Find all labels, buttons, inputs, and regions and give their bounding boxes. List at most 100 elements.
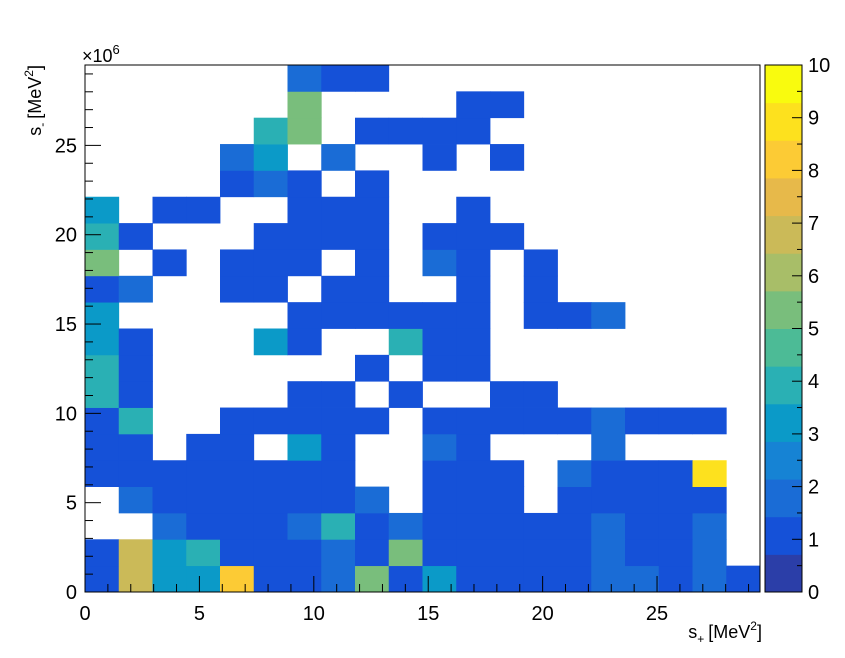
heatmap-cell [490, 407, 525, 435]
heatmap-cell [287, 565, 322, 593]
color-scale-label: 2 [808, 477, 819, 499]
heatmap-cell [422, 512, 457, 540]
heatmap-cell [422, 486, 457, 514]
heatmap-cell [388, 539, 423, 567]
heatmap-cell [85, 407, 120, 435]
heatmap-cell [658, 407, 693, 435]
heatmap-cell [85, 249, 120, 277]
color-scale-label: 1 [808, 529, 819, 551]
heatmap-cell [253, 460, 288, 487]
heatmap-cell [355, 539, 390, 567]
heatmap-cell [355, 65, 390, 92]
heatmap-cell [186, 460, 221, 487]
heatmap-cell [456, 486, 491, 514]
heatmap-cell [220, 433, 255, 461]
heatmap-cell [287, 196, 322, 224]
heatmap-cell [152, 460, 187, 487]
heatmap-cell [456, 275, 491, 303]
heatmap-cell [118, 328, 153, 356]
heatmap-cell [658, 565, 693, 593]
heatmap-cell [253, 539, 288, 567]
heatmap-cell [625, 486, 660, 514]
x-axis-title-sup: 2 [750, 619, 757, 633]
heatmap-cell [422, 539, 457, 567]
x-tick-label: 25 [646, 603, 668, 625]
heatmap-cell [591, 460, 626, 487]
y-axis-title-main: s [25, 127, 45, 136]
heatmap-cell [658, 460, 693, 487]
heatmap-cell [118, 460, 153, 487]
heatmap-cell [152, 539, 187, 567]
x-tick-label: 15 [417, 603, 439, 625]
color-scale-label: 0 [808, 582, 819, 604]
heatmap-cell [422, 144, 457, 171]
heatmap-cell [523, 381, 558, 408]
heatmap-cell [287, 223, 322, 250]
heatmap-cell [388, 302, 423, 329]
color-scale-band [765, 102, 802, 141]
x-axis-title-sub: + [697, 632, 704, 646]
heatmap-cell [85, 460, 120, 487]
heatmap-cell [456, 407, 491, 435]
heatmap-cell [118, 433, 153, 461]
heatmap-cell [287, 249, 322, 277]
color-scale: 0 1 2 3 4 5 6 7 8 9 10 [764, 55, 830, 604]
heatmap-cell [321, 381, 356, 408]
heatmap-cell [85, 539, 120, 567]
heatmap-cell [490, 486, 525, 514]
heatmap-cell [388, 328, 423, 356]
heatmap-cell [253, 512, 288, 540]
heatmap-cell [692, 460, 727, 487]
heatmap-cell [321, 275, 356, 303]
heatmap-cell [287, 486, 322, 514]
color-scale-label: 8 [808, 160, 819, 182]
heatmap-cell [186, 433, 221, 461]
color-scale-band [765, 479, 802, 518]
color-scale-band [765, 253, 802, 292]
heatmap-cell [321, 512, 356, 540]
heatmap-cell [625, 512, 660, 540]
heatmap-cell [422, 249, 457, 277]
heatmap-cell [490, 539, 525, 567]
heatmap-cell [355, 249, 390, 277]
y-tick-label: 10 [55, 403, 77, 425]
heatmap-cell [456, 117, 491, 145]
heatmap-cell [388, 117, 423, 145]
heatmap-cell [321, 486, 356, 514]
heatmap-cell [456, 512, 491, 540]
heatmap-cell [321, 565, 356, 593]
heatmap-cell [220, 407, 255, 435]
heatmap-cell [253, 249, 288, 277]
heatmap-cell [118, 354, 153, 382]
color-scale-label: 5 [808, 319, 819, 341]
heatmap-cell [287, 512, 322, 540]
x-axis-title-main: s [688, 622, 697, 642]
y-tick-label: 25 [55, 135, 77, 157]
heatmap-cell [287, 460, 322, 487]
color-scale-label: 10 [808, 55, 830, 77]
heatmap-cell [355, 512, 390, 540]
heatmap-cell [557, 486, 592, 514]
heatmap-cell [456, 433, 491, 461]
heatmap-cell [253, 223, 288, 250]
heatmap-cell [253, 275, 288, 303]
heatmap-cell [422, 354, 457, 382]
heatmap-cell [253, 407, 288, 435]
y-tick-label: 20 [55, 225, 77, 247]
heatmap-cell [456, 302, 491, 329]
heatmap-cell [220, 170, 255, 198]
heatmap-cell [456, 328, 491, 356]
heatmap-cell [355, 302, 390, 329]
heatmap-cell [118, 486, 153, 514]
plot-frame [84, 64, 761, 593]
y-axis-title: s- [MeV2] [22, 65, 49, 136]
heatmap-cell [523, 565, 558, 593]
heatmap-cell [692, 407, 727, 435]
heatmap-cell [591, 433, 626, 461]
heatmap-cell [85, 275, 120, 303]
heatmap-cell [523, 407, 558, 435]
heatmap-cell [490, 91, 525, 119]
heatmap-cell [591, 302, 626, 329]
heatmap-cell [692, 565, 727, 593]
